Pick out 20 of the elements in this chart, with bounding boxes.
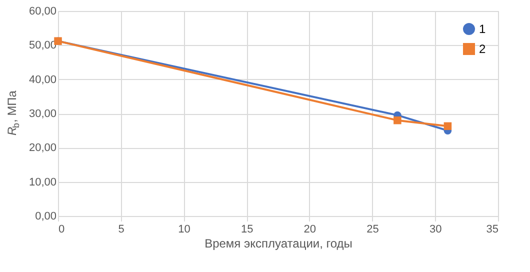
y-tick-label: 40,00 — [28, 74, 56, 86]
x-tick-label: 25 — [366, 224, 379, 236]
y-axis-title: Rb, МПа — [5, 90, 21, 136]
y-tick-label: 10,00 — [28, 176, 56, 188]
x-tick-label: 5 — [118, 224, 124, 236]
x-axis-title: Время эксплуатации, годы — [204, 236, 352, 250]
x-tick-label: 35 — [486, 224, 498, 236]
y-tick-label: 0,00 — [35, 210, 56, 222]
point — [394, 116, 402, 124]
y-tick-label: 60,00 — [28, 6, 56, 18]
point — [444, 122, 452, 130]
x-tick-label: 0 — [58, 224, 65, 236]
x-tick-label: 15 — [240, 224, 254, 236]
x-tick-label: 10 — [178, 224, 190, 236]
x-tick-label: 30 — [430, 224, 442, 236]
y-tick-label: 20,00 — [28, 142, 56, 154]
y-tick-label: 30,00 — [28, 108, 56, 120]
legend-label: 1 — [479, 22, 486, 36]
x-tick-label: 20 — [304, 224, 316, 236]
legend-label: 2 — [479, 42, 486, 56]
